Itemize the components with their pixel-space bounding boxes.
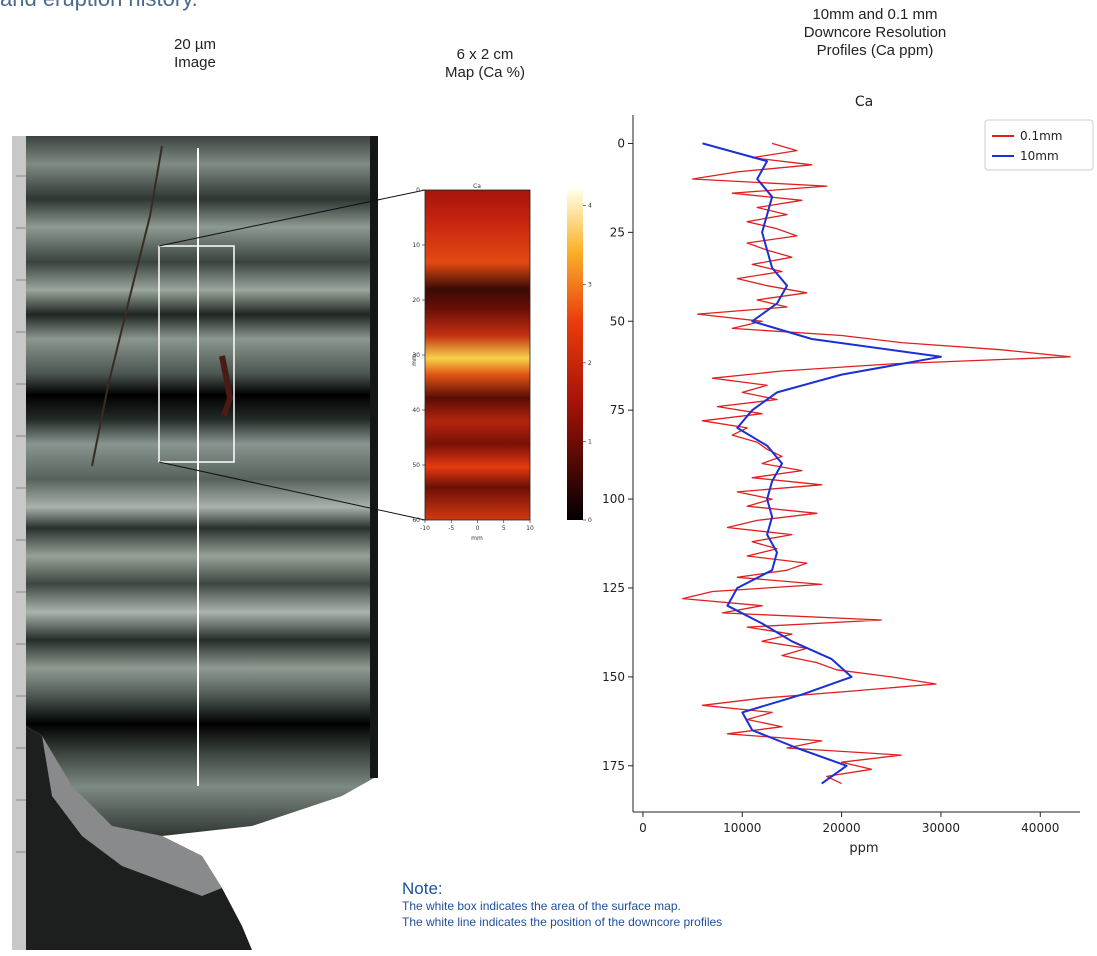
y-ticks: 0 25 50 75 100 125 150 175 [602, 136, 633, 773]
x-tick-label: 0 [639, 821, 647, 835]
map-caption-line-1: 6 x 2 cm [456, 46, 514, 63]
note-line-2: The white line indicates the position of… [402, 915, 723, 929]
y-tick-label: 50 [610, 314, 625, 328]
map-colorbar [567, 190, 583, 520]
note: Note: The white box indicates the area o… [402, 879, 722, 930]
surface-map-box [158, 245, 235, 463]
map-y-tick-label: 50 [412, 462, 420, 469]
core-body [26, 136, 374, 836]
series-group [682, 142, 1071, 785]
profile-chart: Ca 0 25 50 75 100 125 150 175 0 10000 20000 30000 4… [602, 94, 1094, 856]
map-heatmap [425, 190, 530, 520]
connector-top [158, 189, 426, 247]
map-y-tick-label: 0 [416, 187, 420, 194]
map-x-ticks: -10 -5 0 5 10 [420, 520, 534, 532]
x-tick-label: 20000 [823, 821, 861, 835]
map-ylabel: mm [411, 354, 418, 366]
core-fragment [42, 736, 222, 896]
map-title: Ca [473, 183, 481, 190]
image-caption-line-1: 20 µm [174, 36, 216, 53]
map-x-tick-label: -5 [448, 525, 454, 532]
map-y-tick-label: 10 [412, 242, 420, 249]
surface-map: Ca 0 10 20 30 40 50 60 -10 -5 0 5 10 mm mm 0 1 2 3 4 [411, 183, 592, 542]
series-line-0.1mm [682, 142, 1071, 785]
y-tick-label: 25 [610, 225, 625, 239]
legend-box [984, 119, 1094, 171]
map-caption: 6 x 2 cm Map (Ca %) [410, 46, 560, 82]
profiles-caption-line-1: 10mm and 0.1 mm [812, 6, 938, 23]
colorbar-tick-label: 1 [588, 438, 592, 445]
image-caption: 20 µm Image [130, 36, 260, 72]
core-crack [91, 145, 163, 467]
legend-label: 10mm [1020, 149, 1059, 163]
colorbar-tick-label: 4 [588, 203, 592, 210]
y-tick-label: 100 [602, 492, 625, 506]
y-tick-label: 75 [610, 403, 625, 417]
profiles-caption: 10mm and 0.1 mm Downcore Resolution Prof… [770, 6, 980, 60]
map-y-tick-label: 30 [412, 352, 420, 359]
core-edge [370, 136, 378, 778]
map-x-tick-label: 10 [526, 525, 534, 532]
y-tick-label: 0 [617, 136, 625, 150]
y-tick-label: 175 [602, 759, 625, 773]
colorbar-ticks: 0 1 2 3 4 [583, 203, 592, 524]
series-line-10mm [702, 142, 942, 785]
core-ruler [12, 136, 26, 950]
x-axis-label: ppm [849, 841, 878, 856]
core-inclusion [219, 355, 234, 417]
y-tick-label: 125 [602, 581, 625, 595]
colorbar-tick-label: 3 [588, 281, 592, 288]
chart-title: Ca [855, 94, 873, 110]
profiles-caption-line-2: Downcore Resolution [803, 24, 947, 41]
header-text: and eruption history. [0, 0, 198, 12]
note-line-1: The white box indicates the area of the … [402, 899, 681, 913]
image-caption-line-2: Image [174, 54, 216, 71]
map-caption-line-2: Map (Ca %) [444, 64, 526, 81]
map-x-tick-label: 5 [502, 525, 506, 532]
map-xlabel: mm [471, 535, 483, 542]
colorbar-tick-label: 2 [588, 360, 592, 367]
map-y-tick-label: 60 [412, 517, 420, 524]
colorbar-tick-label: 0 [588, 517, 592, 524]
map-x-tick-label: -10 [420, 525, 430, 532]
connector-bottom [158, 461, 426, 521]
legend-label: 0.1mm [1020, 129, 1062, 143]
map-y-ticks: 0 10 20 30 40 50 60 [412, 187, 425, 524]
x-tick-label: 40000 [1021, 821, 1059, 835]
note-title: Note: [402, 879, 443, 898]
core-image [12, 136, 378, 950]
map-y-tick-label: 40 [412, 407, 420, 414]
x-ticks: 0 10000 20000 30000 40000 [639, 812, 1059, 835]
map-y-tick-label: 20 [412, 297, 420, 304]
y-tick-label: 150 [602, 670, 625, 684]
map-x-tick-label: 0 [476, 525, 480, 532]
profiles-caption-line-3: Profiles (Ca ppm) [816, 42, 934, 59]
x-tick-label: 10000 [723, 821, 761, 835]
x-tick-label: 30000 [922, 821, 960, 835]
legend: 0.1mm 10mm [984, 119, 1094, 171]
